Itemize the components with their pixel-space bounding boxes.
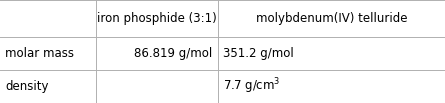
Text: molar mass: molar mass bbox=[5, 47, 74, 60]
Text: density: density bbox=[5, 80, 49, 93]
Text: iron phosphide (3:1): iron phosphide (3:1) bbox=[97, 12, 217, 25]
Text: 351.2 g/mol: 351.2 g/mol bbox=[223, 47, 294, 60]
Text: 86.819 g/mol: 86.819 g/mol bbox=[134, 47, 213, 60]
Text: 7.7 g/cm$^3$: 7.7 g/cm$^3$ bbox=[223, 77, 281, 96]
Text: molybdenum(IV) telluride: molybdenum(IV) telluride bbox=[256, 12, 407, 25]
